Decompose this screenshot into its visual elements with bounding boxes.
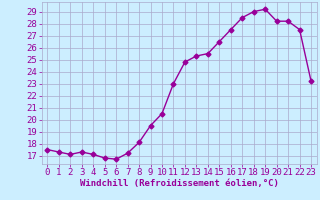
X-axis label: Windchill (Refroidissement éolien,°C): Windchill (Refroidissement éolien,°C)	[80, 179, 279, 188]
